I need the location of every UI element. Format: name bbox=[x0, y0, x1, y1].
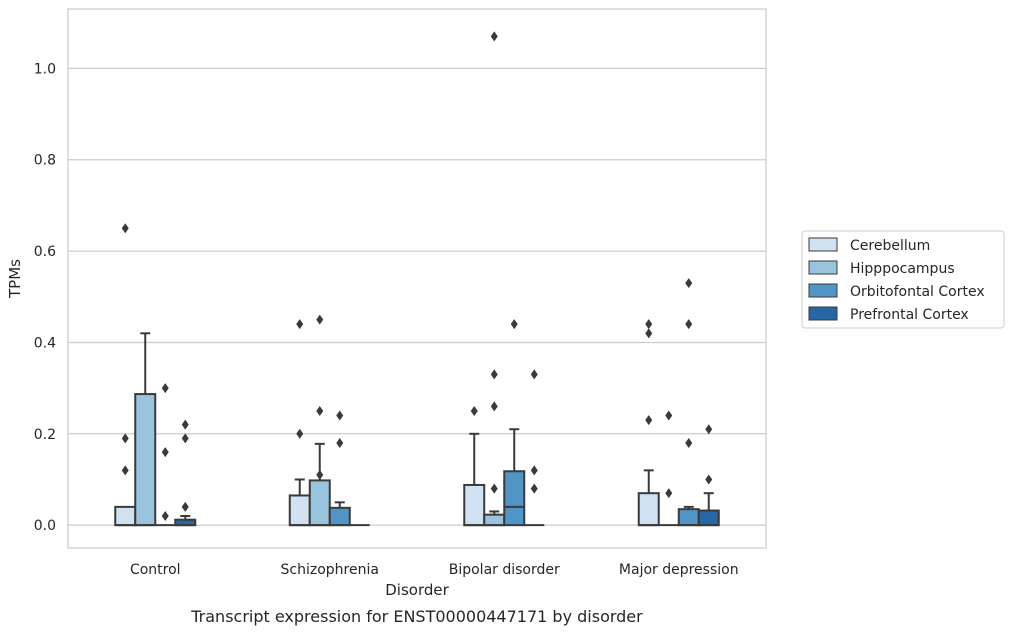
outlier-point bbox=[530, 483, 538, 494]
outlier-point bbox=[316, 469, 324, 480]
box bbox=[328, 506, 351, 527]
x-axis-title: Disorder bbox=[385, 581, 449, 599]
y-tick-label: 0.2 bbox=[34, 427, 56, 443]
outlier-point bbox=[490, 483, 498, 494]
outlier-point bbox=[530, 465, 538, 476]
x-tick-label: Schizophrenia bbox=[281, 562, 379, 578]
y-tick-label: 0.8 bbox=[34, 153, 56, 169]
box-group bbox=[697, 424, 720, 527]
y-tick-label: 0.0 bbox=[34, 518, 56, 534]
legend-swatch bbox=[808, 306, 838, 321]
outlier-point bbox=[121, 433, 129, 444]
outlier-point bbox=[161, 511, 169, 522]
box bbox=[114, 505, 137, 527]
outlier-point bbox=[685, 319, 693, 330]
outlier-point bbox=[665, 410, 673, 421]
box-group bbox=[114, 223, 137, 527]
outlier-point bbox=[181, 419, 189, 430]
legend-label: Cerebellum bbox=[850, 238, 930, 254]
outlier-point bbox=[705, 474, 713, 485]
outlier-point bbox=[470, 405, 478, 416]
legend-swatch bbox=[808, 283, 838, 298]
legend-label: Prefrontal Cortex bbox=[850, 307, 969, 323]
box-group bbox=[308, 314, 331, 527]
box bbox=[503, 470, 526, 527]
box bbox=[463, 483, 486, 527]
box bbox=[308, 479, 331, 527]
outlier-point bbox=[685, 437, 693, 448]
outlier-point bbox=[296, 319, 304, 330]
outlier-point bbox=[530, 369, 538, 380]
y-tick-label: 0.6 bbox=[34, 244, 56, 260]
box-group bbox=[288, 319, 311, 527]
outlier-point bbox=[121, 465, 129, 476]
outlier-point bbox=[316, 405, 324, 416]
outlier-point bbox=[645, 415, 653, 426]
box-group bbox=[463, 405, 486, 527]
box bbox=[697, 509, 720, 527]
box-group bbox=[328, 410, 351, 527]
outlier-point bbox=[490, 401, 498, 412]
outlier-point bbox=[665, 488, 673, 499]
box-group bbox=[524, 369, 545, 527]
legend-swatch bbox=[808, 237, 838, 252]
outlier-point bbox=[336, 437, 344, 448]
legend-label: Orbitofontal Cortex bbox=[850, 284, 985, 300]
box-group bbox=[658, 410, 679, 527]
box-group bbox=[503, 319, 526, 527]
box-group bbox=[483, 31, 506, 527]
box bbox=[134, 393, 157, 527]
legend-swatch bbox=[808, 260, 838, 275]
y-axis-ticks: 0.0 0.2 0.4 0.6 0.8 1.0 bbox=[34, 61, 56, 534]
box-group bbox=[134, 332, 157, 527]
outlier-point bbox=[645, 319, 653, 330]
y-tick-label: 1.0 bbox=[34, 61, 56, 77]
legend: Cerebellum Hipppocampus Orbitofontal Corte… bbox=[801, 230, 1005, 329]
box-group bbox=[174, 419, 197, 527]
outlier-point bbox=[181, 433, 189, 444]
outlier-point bbox=[705, 424, 713, 435]
box bbox=[637, 492, 660, 527]
box bbox=[288, 494, 311, 527]
box-group bbox=[637, 319, 660, 527]
outlier-point bbox=[336, 410, 344, 421]
outlier-point bbox=[645, 328, 653, 339]
outlier-point bbox=[490, 31, 498, 42]
box bbox=[677, 508, 700, 527]
outlier-point bbox=[161, 447, 169, 458]
y-tick-label: 0.4 bbox=[34, 335, 56, 351]
legend-frame bbox=[801, 230, 1005, 329]
gridlines bbox=[68, 67, 766, 526]
box-series bbox=[114, 31, 720, 527]
x-axis-ticks: Control Schizophrenia Bipolar disorder Majo… bbox=[130, 562, 739, 578]
outlier-point bbox=[685, 278, 693, 289]
outlier-point bbox=[121, 223, 129, 234]
x-tick-label: Bipolar disorder bbox=[449, 562, 560, 578]
outlier-point bbox=[316, 314, 324, 325]
outlier-point bbox=[161, 383, 169, 394]
legend-label: Hipppocampus bbox=[850, 261, 955, 277]
plot-area-frame bbox=[67, 8, 767, 549]
chart-caption: Transcript expression for ENST0000044717… bbox=[190, 607, 643, 626]
box-group bbox=[155, 383, 176, 527]
y-axis-title: TPMs bbox=[6, 259, 24, 299]
box-group bbox=[677, 278, 700, 527]
outlier-point bbox=[510, 319, 518, 330]
box bbox=[483, 513, 506, 527]
outlier-point bbox=[296, 428, 304, 439]
outlier-point bbox=[181, 501, 189, 512]
x-tick-label: Control bbox=[130, 562, 181, 578]
x-tick-label: Major depression bbox=[619, 562, 739, 578]
outlier-point bbox=[490, 369, 498, 380]
